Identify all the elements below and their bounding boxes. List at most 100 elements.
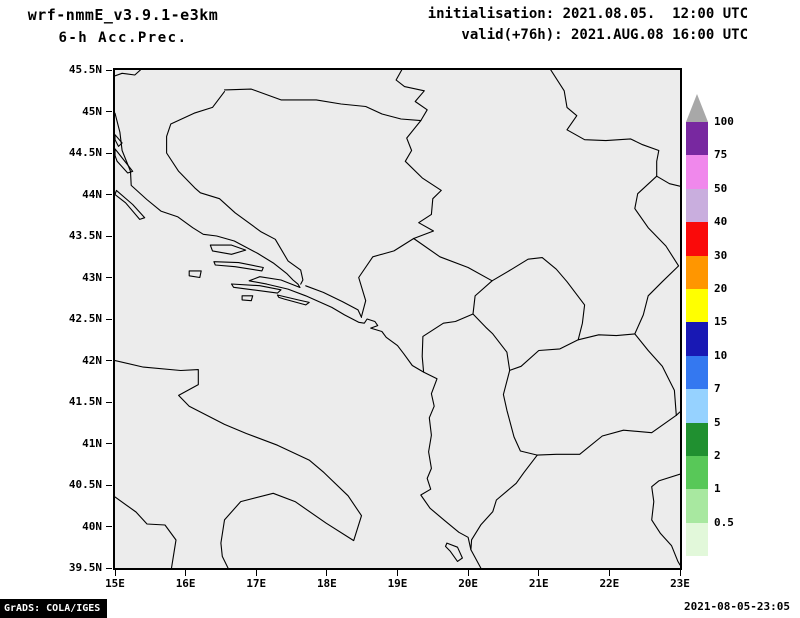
colorbar-level-label: 100 (714, 115, 734, 128)
y-tick-label: 43.5N (68, 229, 102, 242)
colorbar-overflow-arrow (686, 94, 708, 122)
colorbar-level-label: 1 (714, 482, 721, 496)
x-tick-label: 20E (458, 577, 479, 590)
colorbar-segment (686, 322, 708, 356)
y-axis-tick (106, 567, 112, 569)
colorbar-level-label: 50 (714, 181, 728, 195)
colorbar-level-label: 2 (714, 449, 721, 462)
initialisation-time: initialisation: 2021.08.05. 12:00 UTC (427, 6, 748, 22)
colorbar-segment (686, 455, 708, 490)
island-mljet (276, 294, 310, 306)
colorbar-level-label: 10 (714, 348, 728, 362)
island-dugi-otok (115, 189, 146, 220)
border-bulgaria-greece (675, 411, 680, 416)
border-bosnia-montenegro (358, 237, 415, 318)
precip-colorbar (686, 94, 708, 557)
y-tick-label: 45.5N (68, 63, 102, 76)
colorbar-segment (686, 155, 708, 189)
colorbar-level-label: 20 (714, 282, 728, 295)
x-axis-tick (397, 570, 398, 576)
x-axis-tick (679, 570, 681, 576)
colorbar-level-label: 5 (714, 415, 721, 429)
colorbar-segment (686, 188, 708, 223)
colorbar-level-label: 30 (714, 248, 728, 262)
x-tick-label: 22E (599, 577, 620, 590)
border-montenegro-albania (421, 313, 474, 373)
adriatic-islands (115, 134, 463, 562)
y-axis-tick (106, 443, 112, 444)
island-rab (115, 134, 123, 147)
colorbar-segment (686, 489, 708, 523)
x-axis-tick (538, 570, 540, 576)
border-serbia-bosnia-drina (404, 120, 442, 240)
y-axis-tick (106, 235, 112, 237)
x-axis-tick (326, 570, 328, 576)
y-tick-label: 42.5N (68, 312, 102, 325)
y-tick-label: 41N (82, 436, 102, 450)
y-tick-label: 39.5N (68, 561, 102, 574)
product-title: 6-h Acc.Prec. (58, 30, 188, 46)
y-axis-tick (106, 318, 112, 320)
colorbar-level-label: 75 (714, 148, 728, 162)
coastline-italy-tyrrhenian (115, 496, 177, 568)
border-macedonia-albania (502, 369, 538, 456)
colorbar-segment (686, 389, 708, 423)
y-axis-tick (106, 277, 112, 278)
colorbar-level-label: 7 (714, 382, 721, 396)
x-tick-label: 21E (528, 577, 549, 590)
creation-timestamp: 2021-08-05-23:05 (684, 600, 790, 613)
x-tick-label: 23E (670, 577, 690, 590)
colorbar-segment (686, 222, 708, 256)
valid-time: valid(+76h): 2021.AUG.08 16:00 UTC (461, 27, 748, 43)
island-pag (115, 148, 134, 174)
x-axis-tick (255, 570, 257, 576)
y-axis-tick (106, 152, 112, 154)
y-axis-tick (106, 360, 112, 361)
border-serbia-bulgaria (634, 175, 680, 335)
border-romania-bulgaria-danube (656, 175, 680, 187)
x-tick-label: 19E (387, 577, 408, 590)
island-lastovo (241, 295, 254, 302)
x-tick-label: 15E (105, 577, 125, 590)
border-slovenia-croatia (115, 70, 141, 77)
y-tick-label: 44N (82, 187, 102, 201)
colorbar-segment (686, 288, 708, 323)
y-tick-label: 41.5N (68, 395, 102, 408)
border-macedonia-bulgaria (634, 333, 677, 416)
y-tick-label: 42N (82, 353, 102, 367)
colorbar-level-label: 40 (714, 215, 728, 229)
colorbar-segment (686, 355, 708, 390)
y-tick-label: 45N (82, 104, 102, 118)
y-tick-label: 40N (82, 519, 102, 533)
border-croatia-bosnia-west (166, 91, 304, 285)
colorbar-segment (686, 122, 708, 156)
model-title: wrf-nmmE_v3.9.1-e3km (27, 6, 219, 24)
coastline-italy-adriatic (115, 359, 363, 568)
x-axis-tick (608, 570, 610, 576)
map-plot-area (113, 68, 682, 570)
border-serbia-montenegro (413, 237, 493, 282)
colorbar-segment (686, 255, 708, 289)
x-axis-tick (467, 570, 469, 576)
island-korcula (230, 283, 282, 294)
y-axis-tick (106, 526, 112, 527)
coastline-aegean-thermaic-gulf (651, 473, 680, 566)
run-info-block: initialisation: 2021.08.05. 12:00 UTC va… (428, 6, 748, 43)
colorbar-level-label: 15 (714, 315, 728, 329)
y-axis-tick (106, 401, 112, 403)
island-vis (188, 270, 202, 279)
y-tick-label: 44.5N (68, 146, 102, 159)
y-axis-tick (106, 111, 112, 112)
coastline-adriatic-east (115, 112, 482, 568)
border-croatia-bosnia-sava (223, 88, 422, 122)
colorbar-segment (686, 522, 708, 557)
island-corfu (444, 542, 463, 562)
grads-credit: GrADS: COLA/IGES (0, 599, 108, 618)
x-axis-tick (185, 570, 187, 576)
border-croatia-bosnia-south (305, 285, 363, 318)
x-tick-label: 17E (246, 577, 267, 590)
border-albania-greece (470, 454, 538, 551)
border-serbia-romania-danube (550, 70, 660, 177)
x-axis-tick (114, 570, 116, 576)
